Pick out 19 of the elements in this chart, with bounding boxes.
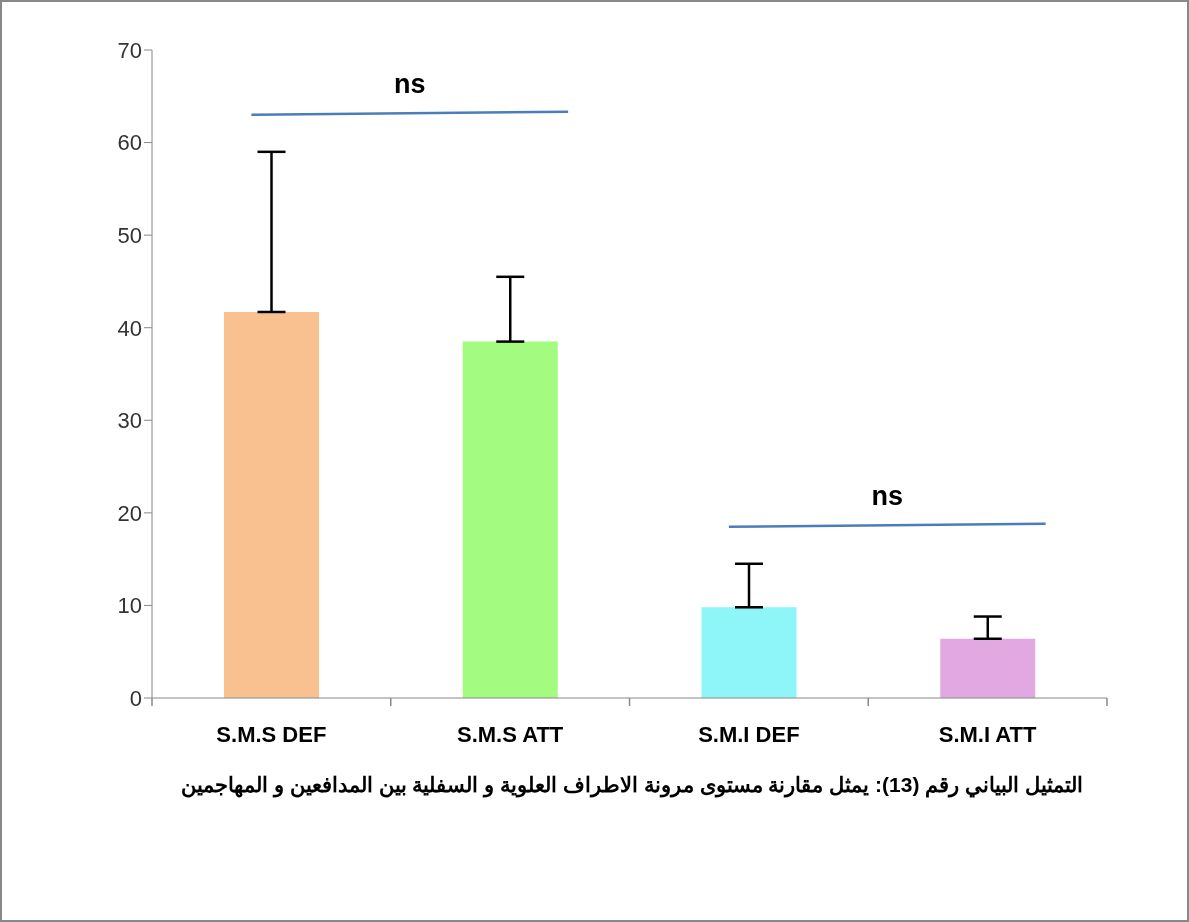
text: التمثيل البياني رقم (13): يمثل مقارنة مستوى مرونة الاطراف العلوية و السفلية بين المدافعين و المهاجمين: [180, 772, 1084, 800]
x-tick-label: S.M.S ATT: [456, 721, 564, 747]
bar: [701, 607, 797, 698]
y-tick-label: 40: [117, 315, 142, 341]
bar: [462, 341, 558, 698]
y-tick-label: 50: [117, 222, 142, 248]
y-tick-label: 0: [129, 685, 142, 711]
x-tick-label: S.M.I ATT: [938, 721, 1038, 747]
bar: [940, 638, 1036, 698]
annotation: ns: [871, 480, 904, 511]
y-tick-label: 20: [117, 500, 142, 526]
x-tick-label: S.M.I DEF: [698, 721, 800, 747]
y-tick-label: 70: [117, 37, 142, 63]
y-tick-label: 10: [117, 593, 142, 619]
y-tick-label: 60: [117, 130, 142, 156]
y-tick-label: 30: [117, 408, 142, 434]
bar: [224, 311, 319, 698]
x-tick-label: S.M.S DEF: [216, 721, 327, 747]
annotation: ns: [393, 68, 426, 99]
